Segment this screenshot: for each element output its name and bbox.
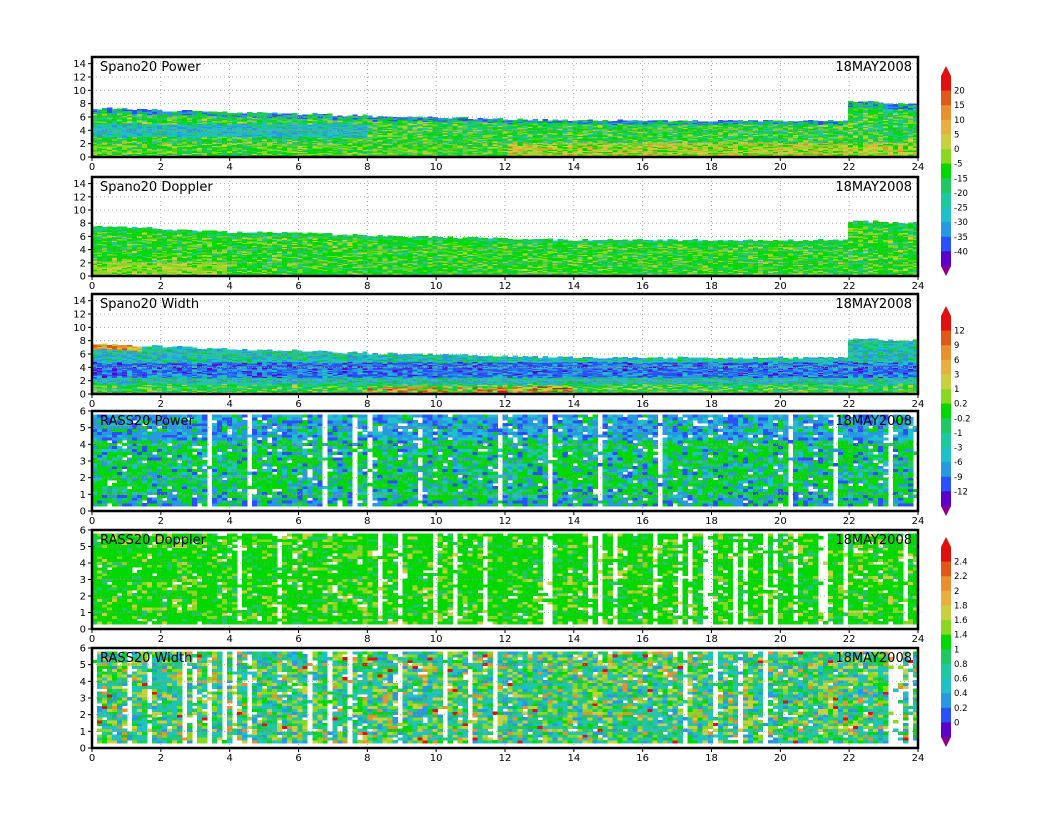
- heat-cell: [137, 109, 142, 111]
- heat-cell: [202, 112, 207, 114]
- figure-canvas: 0 2 4 6 8 10 12 14 16 18 20 22 2402468101214 Spano20 …: [0, 0, 1056, 816]
- heat-cell: [503, 120, 508, 121]
- heat-cell: [352, 115, 357, 116]
- heat-cell: [558, 120, 563, 121]
- heat-cell: [437, 118, 442, 119]
- heat-cell: [447, 118, 452, 119]
- heat-cell: [207, 112, 212, 114]
- heat-cell: [152, 109, 157, 111]
- heat-cell: [487, 119, 492, 120]
- heat-cell: [262, 113, 267, 115]
- heat-cell: [322, 114, 327, 115]
- heat-cell: [508, 120, 513, 121]
- heat-cell: [462, 117, 467, 118]
- heat-cell: [452, 118, 457, 119]
- heat-cell: [172, 111, 177, 113]
- heat-cell: [563, 119, 568, 120]
- heat-cell: [297, 115, 302, 116]
- heat-cell: [518, 119, 523, 120]
- heat-cell: [492, 118, 497, 119]
- heat-cell: [342, 116, 347, 117]
- heat-cell: [422, 118, 427, 119]
- heat-cell: [222, 112, 227, 114]
- radar-profiler-figure: 0 2 4 6 8 10 12 14 16 18 20 22 24 0 2 4 6 8 10 12 14 Spano20 …: [0, 0, 1056, 816]
- heat-cell: [548, 121, 553, 122]
- heat-cell: [477, 118, 482, 119]
- heat-cell: [212, 112, 217, 114]
- heat-cell: [317, 114, 322, 115]
- heat-cell: [472, 119, 477, 120]
- heat-cell: [382, 116, 387, 117]
- heat-cell: [252, 113, 257, 115]
- heat-cell: [347, 115, 352, 116]
- heat-cell: [267, 113, 272, 114]
- heat-cell: [497, 118, 502, 119]
- heat-cell: [217, 112, 222, 114]
- heat-cell: [142, 109, 147, 111]
- heat-cell: [513, 120, 518, 121]
- heat-cell: [162, 112, 167, 114]
- heat-cell: [372, 117, 377, 118]
- heat-cell: [157, 110, 162, 112]
- heat-cell: [182, 110, 187, 112]
- heat-cell: [242, 113, 247, 114]
- heat-cell: [302, 114, 307, 115]
- heat-cell: [528, 120, 533, 121]
- heat-cell: [272, 112, 277, 114]
- heat-cell: [107, 108, 112, 110]
- heat-cell: [282, 113, 287, 114]
- heat-cell: [543, 119, 548, 120]
- heat-cell: [307, 114, 312, 115]
- heat-cell: [177, 111, 182, 113]
- heat-cell: [432, 117, 437, 118]
- heat-cell: [482, 118, 487, 119]
- heat-cell: [132, 110, 137, 112]
- heat-cell: [553, 119, 558, 120]
- heat-cell: [97, 109, 102, 111]
- heat-cell: [237, 112, 242, 114]
- heat-cell: [167, 111, 172, 113]
- heat-cell: [467, 119, 472, 120]
- heat-cell: [247, 112, 252, 114]
- heat-cell: [192, 111, 197, 113]
- heat-cell: [312, 113, 317, 115]
- heat-cell: [147, 110, 152, 112]
- heat-cell: [533, 119, 538, 120]
- heat-cell: [362, 115, 367, 116]
- heat-cell: [402, 117, 407, 118]
- heat-cell: [523, 119, 528, 120]
- heat-cell: [122, 108, 127, 110]
- heat-cell: [287, 114, 292, 115]
- heat-cell: [257, 112, 262, 114]
- heat-cell: [538, 121, 543, 122]
- heat-cell: [117, 108, 122, 110]
- heat-cell: [187, 110, 192, 112]
- heat-cell: [127, 109, 132, 111]
- heat-cell: [197, 111, 202, 113]
- heat-cell: [442, 118, 447, 119]
- heat-cell: [327, 113, 332, 114]
- heat-cell: [277, 113, 282, 114]
- heat-cell: [292, 113, 297, 115]
- heat-cell: [232, 113, 237, 115]
- heat-cell: [112, 109, 117, 111]
- heat-cell: [102, 108, 107, 110]
